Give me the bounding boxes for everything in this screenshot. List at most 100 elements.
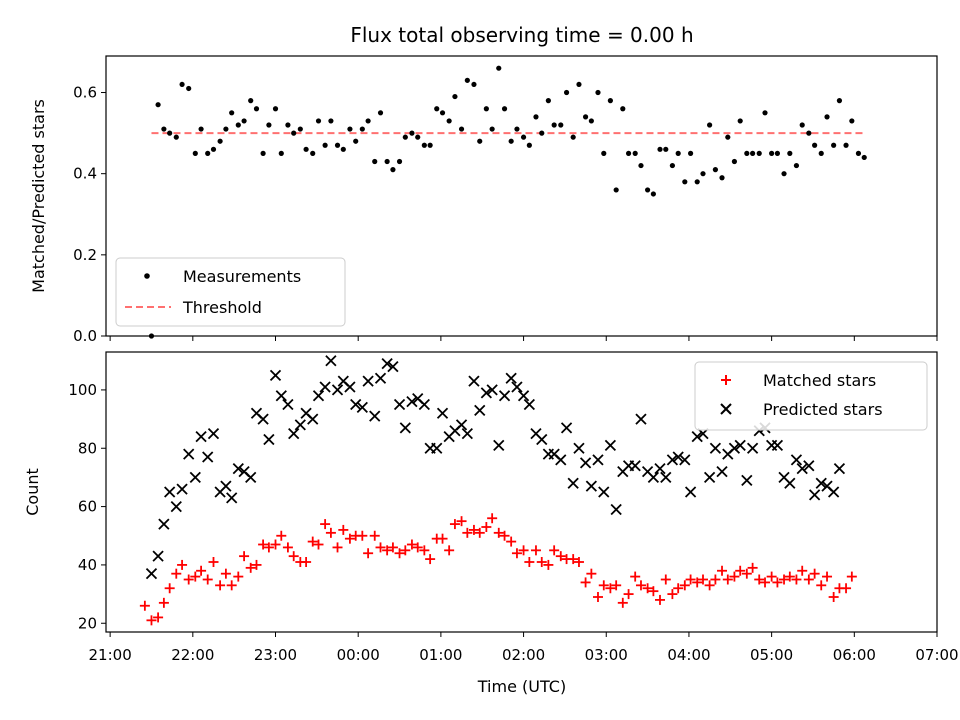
measurement-point [861,154,867,161]
predicted-point [808,489,821,501]
matched-point [536,557,547,567]
measurement-point [508,138,514,144]
measurement-point [707,122,713,128]
measurement-point [545,98,551,104]
measurement-point [427,142,433,148]
matched-point [400,545,411,556]
predicted-point [455,419,468,431]
measurements-legend-marker [144,273,150,279]
predicted-point [604,439,617,451]
matched-point [258,539,269,550]
predicted-point [790,454,803,466]
predicted-point [275,390,287,402]
matched-point [518,545,529,556]
measurement-point [824,114,830,120]
measurement-point [750,150,756,156]
count-x-tick-label: 00:00 [337,646,380,664]
measurement-point [303,146,309,152]
predicted-point [684,486,697,498]
predicted-point [579,457,592,469]
measurement-point [310,150,316,156]
matched-point [215,580,226,591]
matched-point [499,530,510,541]
count-x-tick-label: 02:00 [502,646,545,664]
measurement-point [464,77,470,83]
matched-point [623,589,634,600]
measurement-point [620,106,626,112]
measurement-point [849,118,855,124]
matched-point [375,542,386,553]
matched-point [598,580,609,591]
matched-point [394,548,405,559]
predicted-point [319,381,331,393]
predicted-point [560,422,573,434]
predicted-point [356,401,368,414]
count-x-tick-label: 22:00 [171,646,214,664]
matched-point [772,577,783,588]
measurement-point [471,81,477,88]
predicted-point [374,372,387,384]
matched-legend-label: Matched stars [763,371,876,390]
count-legend: Matched stars Predicted stars [694,361,928,431]
threshold-legend-label: Threshold [182,298,262,317]
measurement-point [737,118,743,124]
measurements-legend-label: Measurements [183,267,301,286]
measurement-point [291,130,297,136]
count-y-tick-label: 40 [78,556,97,574]
predicted-point [709,442,722,454]
matched-point [387,542,398,553]
measurement-point [260,150,266,156]
matched-point [642,583,653,594]
matched-point [685,574,696,585]
measurement-point [483,106,489,112]
matched-point [655,594,665,605]
predicted-point [610,503,622,516]
predicted-point [220,480,232,492]
matched-point [617,597,628,608]
measurement-point [173,134,179,140]
measurement-point [588,118,594,124]
count-x-tick-label: 03:00 [585,646,628,664]
predicted-point [164,486,176,498]
measurement-point [409,130,415,136]
measurement-point [359,126,365,132]
matched-point [288,551,299,562]
measurement-point [285,122,291,128]
measurement-point [558,122,564,128]
measurement-point [217,138,223,144]
predicted-point [493,439,505,451]
predicted-point [431,442,443,454]
measurement-point [186,85,192,92]
count-legend-frame [694,361,928,431]
ratio-y-ticks: 0.0 0.2 0.4 0.6 [73,84,106,345]
matched-point [630,571,641,582]
predicted-point [679,454,691,466]
measurement-point [694,179,700,185]
matched-point [809,568,820,579]
predicted-point [331,384,344,396]
count-y-tick-label: 100 [68,381,97,399]
matched-point [419,545,430,556]
measurement-point [372,158,378,165]
predicted-point [195,430,207,443]
matched-point [791,574,802,585]
measurement-point [377,110,384,116]
predicted-point [784,477,796,489]
matched-point [555,551,566,562]
measurement-point [334,142,341,148]
measurement-point [669,162,676,169]
matched-point [704,580,715,591]
measurement-point [756,150,762,156]
ratio-panel: 0.0 0.2 0.4 0.6 Matched/Predicted stars Mea… [29,55,938,345]
predicted-point [486,384,498,396]
matched-point [481,522,492,532]
measurement-point [526,142,532,148]
count-x-tick-label: 21:00 [89,646,132,664]
matched-point [741,568,752,579]
measurement-point [793,162,800,169]
predicted-point [145,568,158,580]
measurement-point [632,150,638,156]
predicted-point [746,442,759,454]
predicted-point [691,430,703,443]
matched-point [177,559,188,570]
